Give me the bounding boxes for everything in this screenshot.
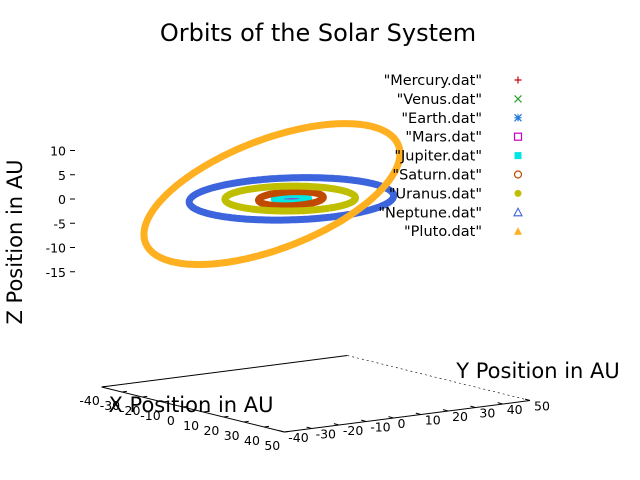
x-tick-mark: [284, 430, 290, 433]
y-tick-label: 0: [398, 416, 406, 431]
x-tick-label: 50: [264, 438, 280, 453]
y-tick-mark: [306, 426, 312, 429]
z-tick-label: -5: [54, 216, 66, 231]
orbit-saturn: [255, 188, 327, 210]
y-tick-label: -30: [316, 427, 336, 442]
x-tick-mark: [203, 410, 209, 413]
legend-marker: [514, 189, 522, 197]
z-tick-label: 0: [58, 192, 66, 207]
x-tick-label: -20: [120, 403, 140, 418]
y-tick-label: 40: [507, 402, 523, 417]
axis-line: [284, 400, 531, 433]
y-tick-mark: [279, 430, 285, 433]
x-tick-mark: [243, 420, 249, 423]
legend-label: "Neptune.dat": [378, 205, 482, 221]
x-tick-label: 30: [224, 428, 240, 443]
x-tick-label: 40: [244, 433, 260, 448]
y-tick-mark: [333, 423, 340, 426]
legend-label: "Pluto.dat": [404, 224, 482, 240]
x-tick-mark: [263, 425, 270, 428]
legend-label: "Jupiter.dat": [394, 149, 482, 165]
legend-marker: [514, 94, 522, 103]
chart-title: Orbits of the Solar System: [160, 19, 476, 47]
y-axis-label: Y Position in AU: [455, 359, 620, 383]
axis-line-back: [347, 355, 531, 401]
y-tick-label: 30: [479, 406, 495, 421]
z-tick-label: 5: [58, 168, 66, 183]
x-tick-mark: [142, 395, 148, 398]
legend-label: "Uranus.dat": [389, 186, 482, 202]
legend-marker: [513, 132, 523, 141]
y-tick-mark: [524, 398, 531, 401]
legend-marker: [513, 170, 523, 179]
axis-line: [101, 355, 348, 388]
orbit-neptune: [185, 174, 398, 224]
x-tick-label: 20: [203, 423, 219, 438]
orbits: [140, 120, 404, 268]
z-axis-label: Z Position in AU: [3, 159, 27, 324]
x-tick-mark: [162, 400, 168, 403]
legend-label: "Mars.dat": [405, 130, 482, 146]
y-tick-mark: [470, 405, 476, 408]
legend-label: "Saturn.dat": [392, 168, 482, 184]
legend-label: "Venus.dat": [397, 92, 482, 108]
y-tick-label: 20: [452, 409, 468, 424]
x-tick-mark: [223, 415, 229, 418]
z-tick-label: 10: [50, 144, 66, 159]
legend-label: "Earth.dat": [401, 111, 482, 127]
orbit-uranus: [221, 182, 359, 215]
x-tick-label: -10: [140, 408, 160, 423]
axes: -40 -30 -20 -10 0 10 20 30 40 50-40 -30 -20 -10 0 10 20…: [46, 144, 550, 454]
x-tick-label: -30: [100, 398, 120, 413]
y-tick-label: -40: [288, 430, 308, 445]
orbit-jupiter: [270, 192, 313, 206]
y-tick-label: 10: [425, 413, 441, 428]
orbit-pluto: [140, 120, 404, 268]
legend-label: "Mercury.dat": [384, 73, 482, 89]
y-tick-mark: [361, 419, 367, 422]
y-tick-mark: [388, 416, 394, 419]
legend-marker: [513, 207, 523, 217]
y-tick-mark: [497, 402, 503, 405]
legend-marker: [514, 113, 522, 122]
y-tick-label: -20: [343, 423, 363, 438]
y-tick-mark: [442, 409, 449, 412]
x-tick-mark: [121, 390, 127, 393]
x-tick-label: 0: [167, 413, 175, 428]
x-tick-label: -40: [79, 393, 99, 408]
z-tick-label: -10: [46, 241, 66, 256]
x-tick-label: 10: [183, 418, 199, 433]
y-tick-label: 50: [534, 399, 550, 414]
x-tick-mark: [182, 405, 188, 408]
x-axis-label: X Position in AU: [108, 393, 273, 417]
axis-line: [101, 386, 285, 433]
y-tick-label: -10: [370, 420, 390, 435]
legend-marker: [514, 227, 522, 235]
legend: "Mercury.dat" "Venus.dat" "Earth.dat" "Mars…: [378, 73, 523, 240]
z-tick-label: -15: [46, 265, 66, 280]
legend-marker: [514, 76, 522, 84]
legend-marker: [514, 152, 522, 160]
x-tick-mark: [101, 385, 107, 388]
y-tick-mark: [415, 412, 421, 415]
